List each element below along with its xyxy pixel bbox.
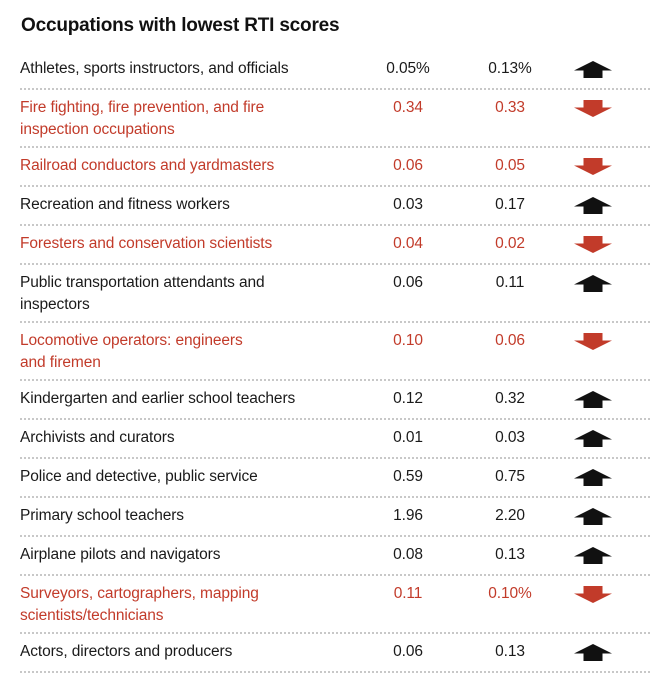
value-1: 1.96 [393,507,423,524]
table-row: Recreation and fitness workers 0.03 0.17 [20,187,650,226]
trend-up-icon [574,391,612,410]
occupation-label: Locomotive operators: engineers and fire… [20,332,243,371]
trend-indicator [565,194,621,219]
occupation-label: Kindergarten and earlier school teachers [20,390,296,407]
value-1: 0.11 [393,585,423,602]
value-2: 0.13% [488,60,532,77]
value-2: 0.13 [495,546,525,563]
trend-up-icon [574,61,612,80]
occupation-label: Airplane pilots and navigators [20,546,221,563]
trend-down-icon [574,158,612,177]
value-2: 0.11 [495,274,525,291]
trend-indicator [565,641,621,666]
table-row: Public transportation attendants and ins… [20,265,650,323]
value-2: 2.20 [495,507,525,524]
table-row: Surveyors, cartographers, mapping scient… [20,576,650,634]
trend-down-icon [574,333,612,352]
value-2: 0.05 [495,157,525,174]
occupation-label: Recreation and fitness workers [20,196,230,213]
table-row: Foresters and conservation scientists 0.… [20,226,650,265]
trend-indicator [565,388,621,413]
value-2: 0.02 [495,235,525,252]
value-1: 0.06 [393,157,423,174]
trend-up-icon [574,508,612,527]
trend-down-icon [574,586,612,605]
value-2: 0.75 [495,468,525,485]
table-row: Police and detective, public service 0.5… [20,459,650,498]
occupation-label: Surveyors, cartographers, mapping scient… [20,585,259,624]
table-row: Locomotive operators: engineers and fire… [20,323,650,381]
trend-indicator [565,466,621,491]
trend-up-icon [574,197,612,216]
occupation-label: Foresters and conservation scientists [20,235,273,252]
value-1: 0.01 [393,429,423,446]
table-row: Athletes, sports instructors, and offici… [20,51,650,90]
trend-up-icon [574,644,612,663]
occupation-label: Actors, directors and producers [20,643,233,660]
value-2: 0.13 [495,643,525,660]
trend-indicator [565,583,621,608]
table-row: Railroad conductors and yardmasters 0.06… [20,148,650,187]
value-1: 0.04 [393,235,423,252]
trend-indicator [565,97,621,122]
trend-indicator [565,330,621,355]
value-1: 0.59 [393,468,423,485]
value-1: 0.06 [393,274,423,291]
occupation-label: Athletes, sports instructors, and offici… [20,60,289,77]
trend-up-icon [574,469,612,488]
value-1: 0.10 [393,332,423,349]
trend-indicator [565,505,621,530]
value-1: 0.06 [393,643,423,660]
trend-down-icon [574,100,612,119]
trend-down-icon [574,236,612,255]
occupation-label: Fire fighting, fire prevention, and fire… [20,99,265,138]
value-1: 0.03 [393,196,423,213]
trend-indicator [565,272,621,297]
table-row: Archivists and curators 0.01 0.03 [20,420,650,459]
value-1: 0.05% [386,60,430,77]
value-2: 0.32 [495,390,525,407]
occupation-label: Public transportation attendants and ins… [20,274,265,313]
trend-indicator [565,544,621,569]
value-1: 0.34 [393,99,423,116]
value-2: 0.06 [495,332,525,349]
value-1: 0.08 [393,546,423,563]
occupation-label: Police and detective, public service [20,468,258,485]
table-row: Kindergarten and earlier school teachers… [20,381,650,420]
value-2: 0.03 [495,429,525,446]
rti-table: Athletes, sports instructors, and offici… [20,51,650,673]
trend-indicator [565,427,621,452]
value-2: 0.17 [495,196,525,213]
value-1: 0.12 [393,390,423,407]
table-row: Fire fighting, fire prevention, and fire… [20,90,650,148]
page-title: Occupations with lowest RTI scores [21,15,340,36]
trend-indicator [565,233,621,258]
trend-indicator [565,58,621,83]
occupation-label: Primary school teachers [20,507,184,524]
table-row: Actors, directors and producers 0.06 0.1… [20,634,650,673]
trend-up-icon [574,430,612,449]
trend-indicator [565,155,621,180]
occupation-label: Railroad conductors and yardmasters [20,157,275,174]
occupation-label: Archivists and curators [20,429,175,446]
trend-up-icon [574,275,612,294]
table-row: Primary school teachers 1.96 2.20 [20,498,650,537]
table-row: Airplane pilots and navigators 0.08 0.13 [20,537,650,576]
value-2: 0.10% [488,585,532,602]
trend-up-icon [574,547,612,566]
value-2: 0.33 [495,99,525,116]
